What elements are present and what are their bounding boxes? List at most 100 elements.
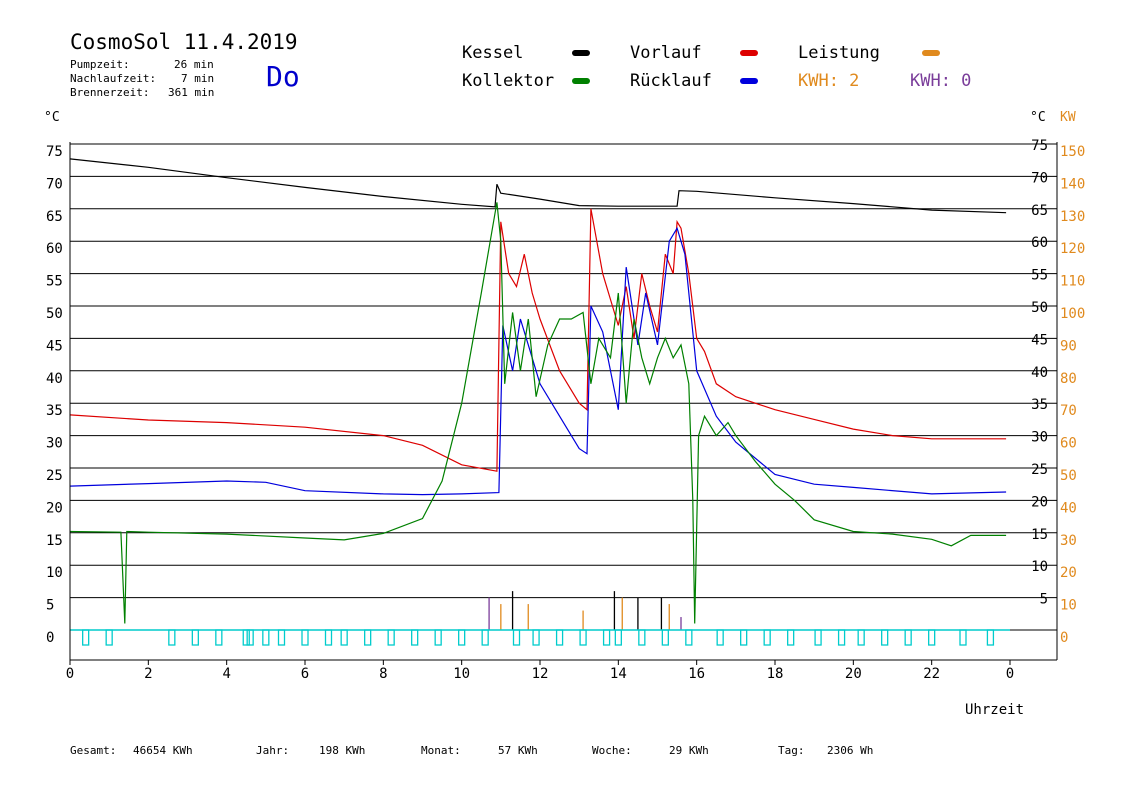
pump-pulse: [837, 629, 846, 646]
left-axis-unit: °C: [44, 110, 60, 125]
y-tick-right-kw: 70: [1060, 403, 1077, 419]
pump-pulse: [904, 629, 912, 646]
right-axis-unit-c: °C: [1030, 110, 1046, 125]
y-tick-right-c: 40: [1031, 365, 1048, 381]
pump-pulse: [324, 629, 333, 646]
x-tick-label: 22: [923, 666, 940, 682]
legend-ruecklauf-label: Rücklauf: [630, 71, 712, 91]
right-axis-unit-kw: KW: [1060, 110, 1076, 125]
x-tick-label: 2: [144, 666, 152, 682]
x-tick-label: 12: [532, 666, 549, 682]
y-tick-right-kw: 80: [1060, 371, 1077, 387]
footer-monat-label: Monat:: [421, 744, 461, 757]
y-tick-right-c: 75: [1031, 138, 1048, 154]
y-tick-left: 45: [46, 338, 63, 354]
y-tick-left: 75: [46, 144, 63, 160]
x-tick-label: 6: [301, 666, 309, 682]
stat-nachlaufzeit-label: Nachlaufzeit:: [70, 72, 157, 85]
power-bars: [488, 591, 682, 630]
stat-pumpzeit-label: Pumpzeit:: [70, 58, 130, 71]
pump-pulse: [959, 629, 967, 646]
pump-pulse: [740, 629, 748, 646]
y-tick-left: 10: [46, 565, 63, 581]
pump-pulse: [512, 629, 521, 646]
pump-pulse: [301, 629, 309, 646]
legend-leistung-label: Leistung: [798, 43, 880, 63]
x-axis-label: Uhrzeit: [965, 702, 1025, 718]
y-tick-left: 0: [46, 630, 54, 646]
y-tick-right-kw: 140: [1060, 176, 1085, 192]
pump-pulse: [857, 629, 865, 646]
series-ruecklauf: [69, 226, 1007, 496]
chart-grid: [70, 143, 1057, 631]
y-tick-right-kw: 30: [1060, 533, 1077, 549]
pump-pulse: [661, 629, 669, 646]
legend-leistung-swatch: [922, 50, 940, 56]
x-tick-label: 0: [1006, 666, 1014, 682]
y-tick-right-c: 65: [1031, 203, 1048, 219]
y-tick-left: 40: [46, 371, 63, 387]
pump-pulse: [82, 629, 90, 646]
y-tick-left: 35: [46, 403, 63, 419]
pump-pulse: [579, 629, 587, 646]
pump-pulse: [458, 629, 466, 646]
x-tick-label: 10: [453, 666, 470, 682]
pump-pulse: [191, 629, 199, 646]
pump-pulse: [262, 629, 270, 646]
pump-pulse: [481, 629, 489, 646]
chart-title: CosmoSol 11.4.2019: [70, 30, 298, 54]
y-tick-right-c: 5: [1040, 592, 1048, 608]
pump-pulse: [814, 629, 822, 646]
legend-ruecklauf-swatch: [740, 78, 758, 84]
y-tick-right-kw: 110: [1060, 274, 1085, 290]
pump-pulse: [602, 629, 611, 646]
legend-kollektor-label: Kollektor: [462, 71, 555, 91]
x-tick-label: 18: [767, 666, 784, 682]
y-tick-right-kw: 120: [1060, 241, 1085, 257]
pump-pulse: [638, 629, 646, 646]
y-tick-right-c: 50: [1031, 300, 1048, 316]
y-tick-left: 15: [46, 533, 63, 549]
pump-pulse: [532, 629, 540, 646]
footer-tag-value: 2306 Wh: [827, 744, 874, 757]
y-tick-right-kw: 100: [1060, 306, 1085, 322]
y-tick-right-c: 70: [1031, 170, 1048, 186]
series-kollektor: [69, 202, 1007, 624]
series-vorlauf: [69, 208, 1007, 472]
y-tick-right-kw: 130: [1060, 209, 1085, 225]
y-tick-left: 70: [46, 176, 63, 192]
pump-pulse: [411, 629, 419, 646]
stat-pumpzeit-value: 26 min: [174, 58, 214, 71]
footer-monat-value: 57 KWh: [498, 744, 538, 757]
pump-pulse: [242, 629, 250, 646]
y-tick-right-c: 15: [1031, 527, 1048, 543]
footer-jahr-label: Jahr:: [256, 744, 290, 757]
legend-vorlauf-swatch: [740, 50, 758, 56]
y-tick-right-c: 20: [1031, 494, 1048, 510]
footer-woche-label: Woche:: [592, 744, 632, 757]
pump-pulse: [387, 629, 395, 646]
x-tick-label: 16: [688, 666, 705, 682]
footer-tag-label: Tag:: [778, 744, 805, 757]
pump-pulse: [215, 629, 223, 646]
pump-pulse: [340, 629, 348, 646]
pump-indicator: [70, 629, 1010, 646]
x-tick-label: 20: [845, 666, 862, 682]
footer-jahr-value: 198 KWh: [319, 744, 366, 757]
y-tick-left: 20: [46, 500, 63, 516]
x-tick-label: 14: [610, 666, 627, 682]
legend-kwh-orange: KWH: 2: [798, 71, 860, 91]
pump-pulse: [105, 629, 113, 646]
y-tick-left: 60: [46, 241, 63, 257]
stat-brennerzeit-value: 361 min: [168, 86, 215, 99]
y-tick-left: 25: [46, 468, 63, 484]
y-tick-right-kw: 40: [1060, 500, 1077, 516]
weekday-label: Do: [266, 60, 300, 93]
legend-kessel-swatch: [572, 50, 590, 56]
pump-pulse: [614, 629, 622, 646]
y-tick-left: 55: [46, 274, 63, 290]
x-tick-label: 4: [222, 666, 230, 682]
y-tick-right-kw: 150: [1060, 144, 1085, 160]
y-tick-right-c: 45: [1031, 332, 1048, 348]
